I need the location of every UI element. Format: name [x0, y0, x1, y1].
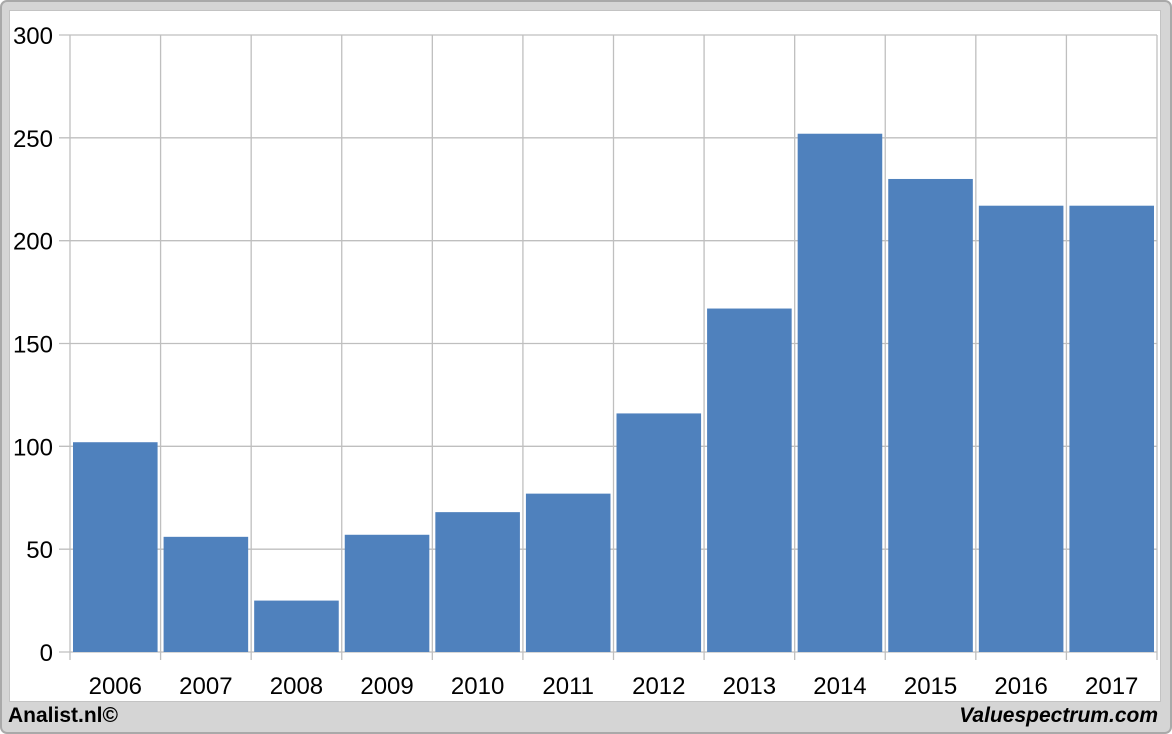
bar-chart: 0 50 100 150 200 250 300 2006 2007 2008 2009 2010 20… [13, 23, 1158, 700]
x-tick-label: 2007 [179, 673, 232, 700]
x-tick-label: 2015 [904, 673, 957, 700]
y-tick-label: 200 [13, 229, 53, 256]
y-tick-label: 100 [13, 434, 53, 461]
credit-valuespectrum: Valuespectrum.com [959, 704, 1158, 727]
x-tick-label: 2014 [813, 673, 866, 700]
x-tick-label: 2011 [542, 673, 594, 700]
watermark-bar: Analist.nl© Valuespectrum.com [2, 702, 1170, 732]
bar-2017 [1069, 205, 1154, 652]
x-tick-label: 2017 [1085, 673, 1138, 700]
chart-panel: 0 50 100 150 200 250 300 2006 2007 2008 2009 2010 20… [9, 10, 1161, 702]
bar-2008 [254, 600, 339, 652]
bar-2006 [73, 442, 158, 652]
bar-2007 [163, 536, 249, 652]
x-tick-label: 2012 [632, 673, 685, 700]
bar-2016 [978, 205, 1064, 652]
x-tick-label: 2013 [723, 673, 776, 700]
y-tick-label: 150 [13, 332, 53, 359]
credit-analist: Analist.nl© [8, 704, 118, 727]
x-tick-label: 2016 [994, 673, 1047, 700]
x-tick-label: 2010 [451, 673, 504, 700]
bar-2015 [888, 178, 973, 652]
y-tick-label: 300 [13, 23, 53, 50]
bar-2013 [707, 308, 792, 652]
x-tick-label: 2009 [360, 673, 413, 700]
y-tick-label: 50 [26, 537, 53, 564]
bar-2010 [435, 512, 520, 652]
x-tick-label: 2008 [270, 673, 323, 700]
y-tick-label: 0 [40, 640, 53, 667]
bar-2014 [797, 133, 883, 653]
x-tick-label: 2006 [89, 673, 142, 700]
bar-2012 [616, 413, 702, 652]
bar-2011 [525, 493, 611, 652]
y-tick-label: 250 [13, 126, 53, 153]
bar-2009 [344, 534, 430, 652]
